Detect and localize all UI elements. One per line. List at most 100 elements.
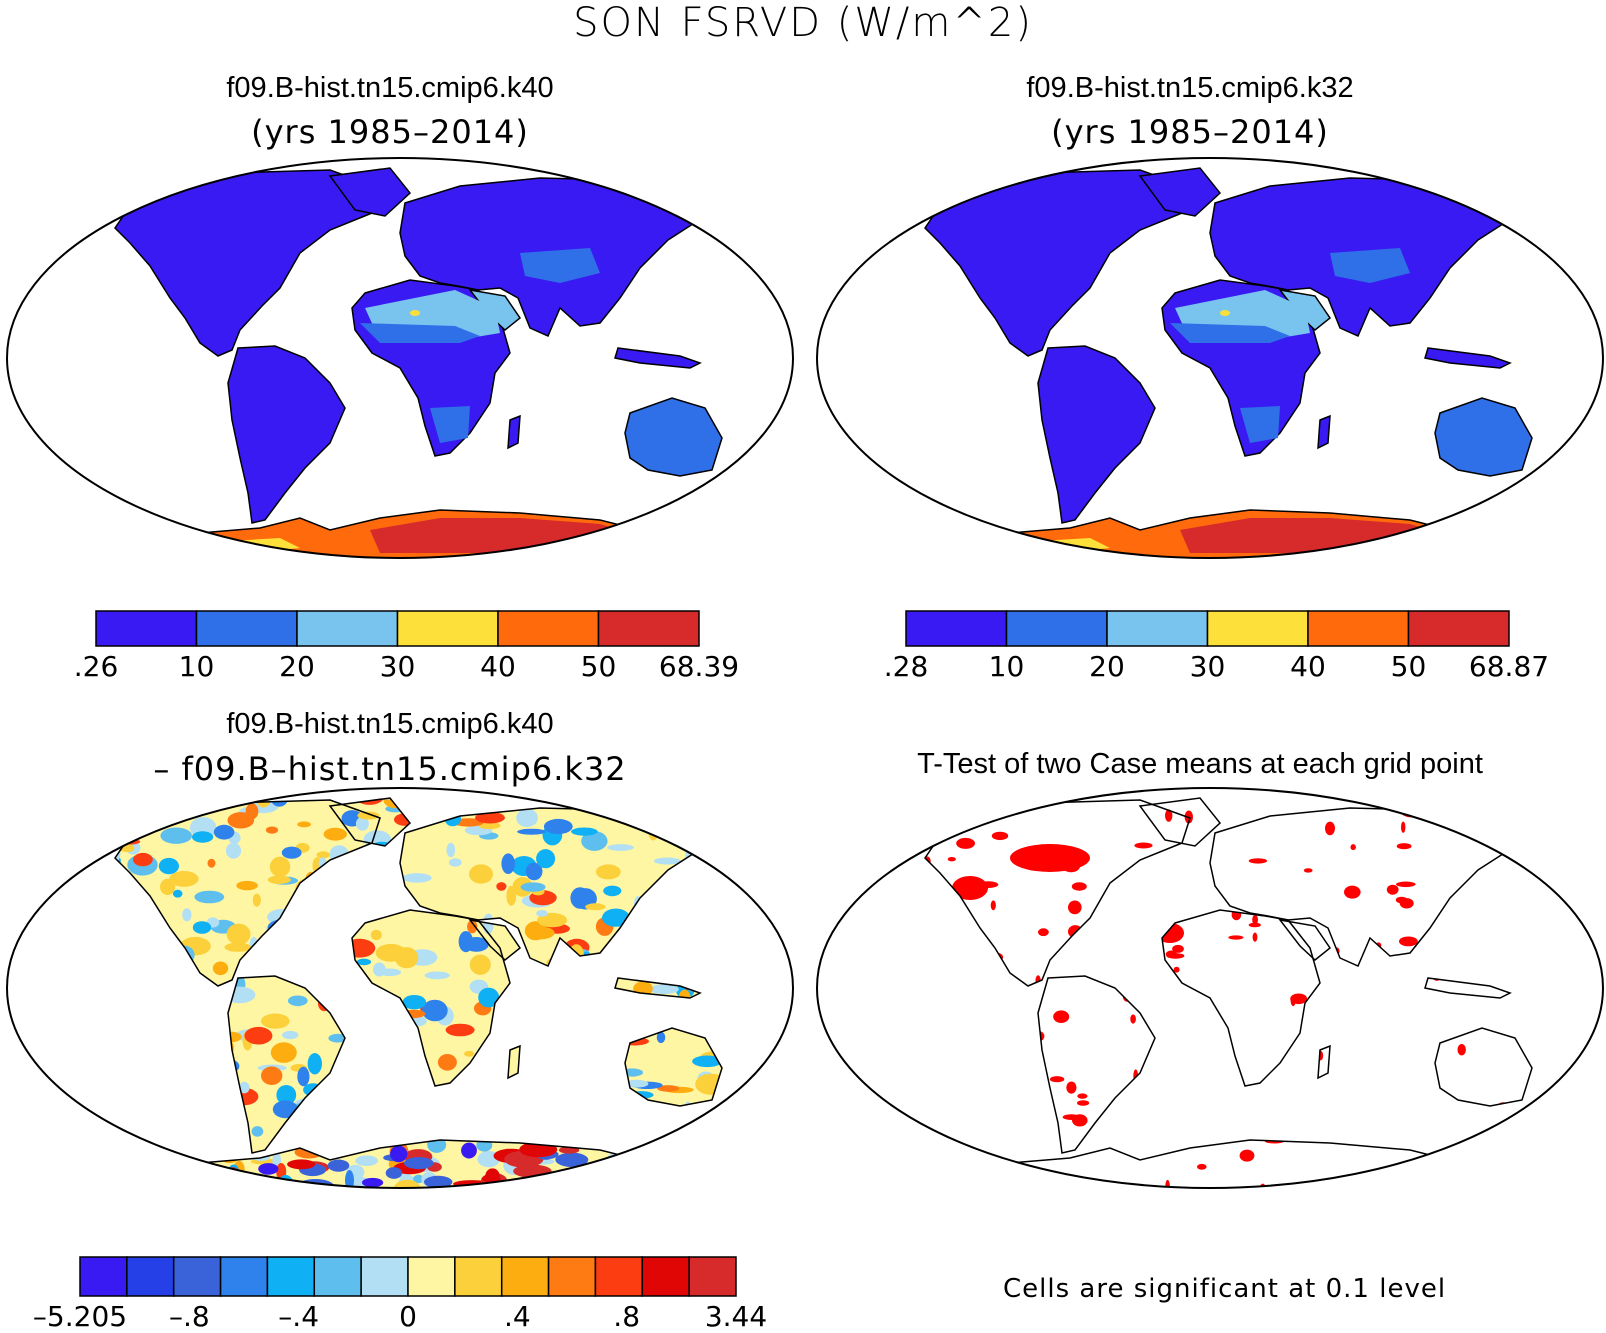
coast-southAmerica-diff: [227, 975, 346, 1154]
colorbar-swatch-case2: [1106, 610, 1209, 647]
land-southAmerica-case1: [227, 345, 346, 524]
coast-indonesia-ttest: [1424, 977, 1512, 999]
colorbar-swatch-case2: [1206, 610, 1309, 647]
colorbar-swatch-case2: [1005, 610, 1108, 647]
kalahari-band-case2: [1240, 406, 1280, 443]
colorbar-swatch-diff: [407, 1256, 456, 1297]
colorbar-swatch-diff: [500, 1256, 550, 1297]
land-australia-case2: [1434, 397, 1533, 477]
map-case2: [816, 157, 1604, 559]
colorbar-swatch-diff: [688, 1256, 737, 1297]
colorbar-swatch-diff: [266, 1256, 316, 1297]
panel-subtitle-diff: – f09.B–hist.tn15.cmip6.k32: [153, 750, 627, 788]
coast-arabia-diff: [468, 918, 522, 961]
colorbar-label-case2: .28: [883, 650, 929, 683]
coast-arabia-ttest: [1278, 918, 1332, 961]
coast-greenland-ttest: [1138, 797, 1222, 847]
colorbar-swatch-case1: [95, 610, 198, 647]
colorbar-diff: –5.205 –.8 –.4 0 .4 .8 3.44: [0, 1256, 800, 1333]
land-madagascar-case1: [507, 414, 521, 450]
land-greenland-case2: [1138, 167, 1222, 217]
colorbar-label-case1: 50: [580, 650, 617, 683]
colorbar-label-diff: .8: [613, 1300, 641, 1333]
panel-title-case2: f09.B-hist.tn15.cmip6.k32: [1026, 72, 1354, 104]
map-diff: [6, 787, 794, 1189]
colorbar-label-case1: 68.39: [658, 650, 740, 683]
figure-title: SON FSRVD (W/m^2): [573, 0, 1033, 46]
colorbar-label-case1: 20: [279, 650, 315, 683]
colorbar-swatch-diff: [219, 1256, 269, 1297]
colorbar-label-diff: 0: [399, 1300, 417, 1333]
colorbar-label-case1: 10: [178, 650, 215, 683]
colorbar-swatch-diff: [126, 1256, 175, 1297]
panel-title-diff: f09.B-hist.tn15.cmip6.k40: [226, 708, 554, 740]
colorbar-label-case2: 20: [1089, 650, 1125, 683]
colorbar-swatch-case1: [396, 610, 499, 647]
map-ttest: [816, 787, 1604, 1189]
land-southAmerica-case2: [1037, 345, 1156, 524]
colorbar-swatch-case1: [597, 610, 700, 647]
colorbar-swatch-case2: [1407, 610, 1510, 647]
colorbar-label-case2: 50: [1390, 650, 1427, 683]
colorbar-swatch-diff: [454, 1256, 503, 1297]
panel-subtitle-case1: (yrs 1985–2014): [251, 113, 529, 151]
colorbar-swatch-diff: [172, 1256, 222, 1297]
colorbar-swatch-case2: [905, 610, 1008, 647]
coast-greenland-diff: [328, 797, 412, 847]
coast-indonesia-diff: [614, 977, 702, 999]
colorbar-swatch-diff: [313, 1256, 362, 1297]
colorbar-label-diff: .4: [503, 1300, 531, 1333]
map-border-case2: [816, 157, 1604, 559]
coast-africa-ttest: [1161, 909, 1321, 1087]
land-greenland-case1: [328, 167, 412, 217]
land-madagascar-case2: [1317, 414, 1331, 450]
panel-title-ttest: T-Test of two Case means at each grid po…: [917, 748, 1483, 780]
colorbar-swatch-case1: [195, 610, 298, 647]
colorbar-label-diff: –.4: [278, 1300, 320, 1333]
colorbar-bar-case1: [95, 610, 700, 647]
colorbar-label-case2: 40: [1290, 650, 1326, 683]
colorbar-swatch-diff: [360, 1256, 409, 1297]
colorbar-label-diff: –5.205: [32, 1300, 128, 1333]
sahel-band-case1: [360, 323, 480, 343]
coast-southAmerica-ttest: [1037, 975, 1156, 1154]
coast-antarctica-diff: [143, 1139, 662, 1188]
coast-africa-diff: [351, 909, 511, 1087]
colorbar-label-case2: 68.87: [1468, 650, 1550, 683]
central-asia-band-case2: [1330, 248, 1410, 283]
colorbar-label-case1: 40: [480, 650, 516, 683]
map-border-diff: [6, 787, 794, 1189]
colorbar-swatch-diff: [79, 1256, 128, 1297]
land-indonesia-case1: [614, 347, 702, 369]
colorbar-bar-case2: [905, 610, 1510, 647]
colorbar-label-case1: 30: [379, 650, 416, 683]
colorbar-swatch-diff: [594, 1256, 644, 1297]
map-case1: [6, 157, 794, 559]
colorbar-label-case1: .26: [73, 650, 119, 683]
colorbar-label-case2: 30: [1189, 650, 1226, 683]
coast-australia-ttest: [1434, 1027, 1533, 1107]
sahel-band-case2: [1170, 323, 1290, 343]
colorbar-label-diff: 3.44: [704, 1300, 768, 1333]
coast-northAmerica-diff: [114, 799, 381, 987]
significance-note: Cells are significant at 0.1 level: [1003, 1274, 1447, 1304]
panel-subtitle-case2: (yrs 1985–2014): [1051, 113, 1329, 151]
colorbar-case2: .28 10 20 30 40 50 68.87: [810, 610, 1606, 690]
colorbar-swatch-diff: [641, 1256, 690, 1297]
colorbar-label-case2: 10: [988, 650, 1025, 683]
coast-madagascar-diff: [507, 1044, 521, 1080]
coast-antarctica-ttest: [953, 1139, 1472, 1188]
map-border-case1: [6, 157, 794, 559]
colorbar-swatch-case2: [1307, 610, 1410, 647]
colorbar-swatch-case1: [497, 610, 600, 647]
colorbar-label-diff: –.8: [168, 1300, 210, 1333]
coast-madagascar-ttest: [1317, 1044, 1331, 1080]
colorbar-bar-diff: [79, 1256, 737, 1297]
panel-title-case1: f09.B-hist.tn15.cmip6.k40: [226, 72, 554, 104]
colorbar-swatch-case1: [296, 610, 399, 647]
map-border-ttest: [816, 787, 1604, 1189]
coast-northAmerica-ttest: [924, 799, 1191, 987]
kalahari-band-case1: [430, 406, 470, 443]
land-indonesia-case2: [1424, 347, 1512, 369]
colorbar-case1: .26 10 20 30 40 50 68.39: [0, 610, 800, 690]
